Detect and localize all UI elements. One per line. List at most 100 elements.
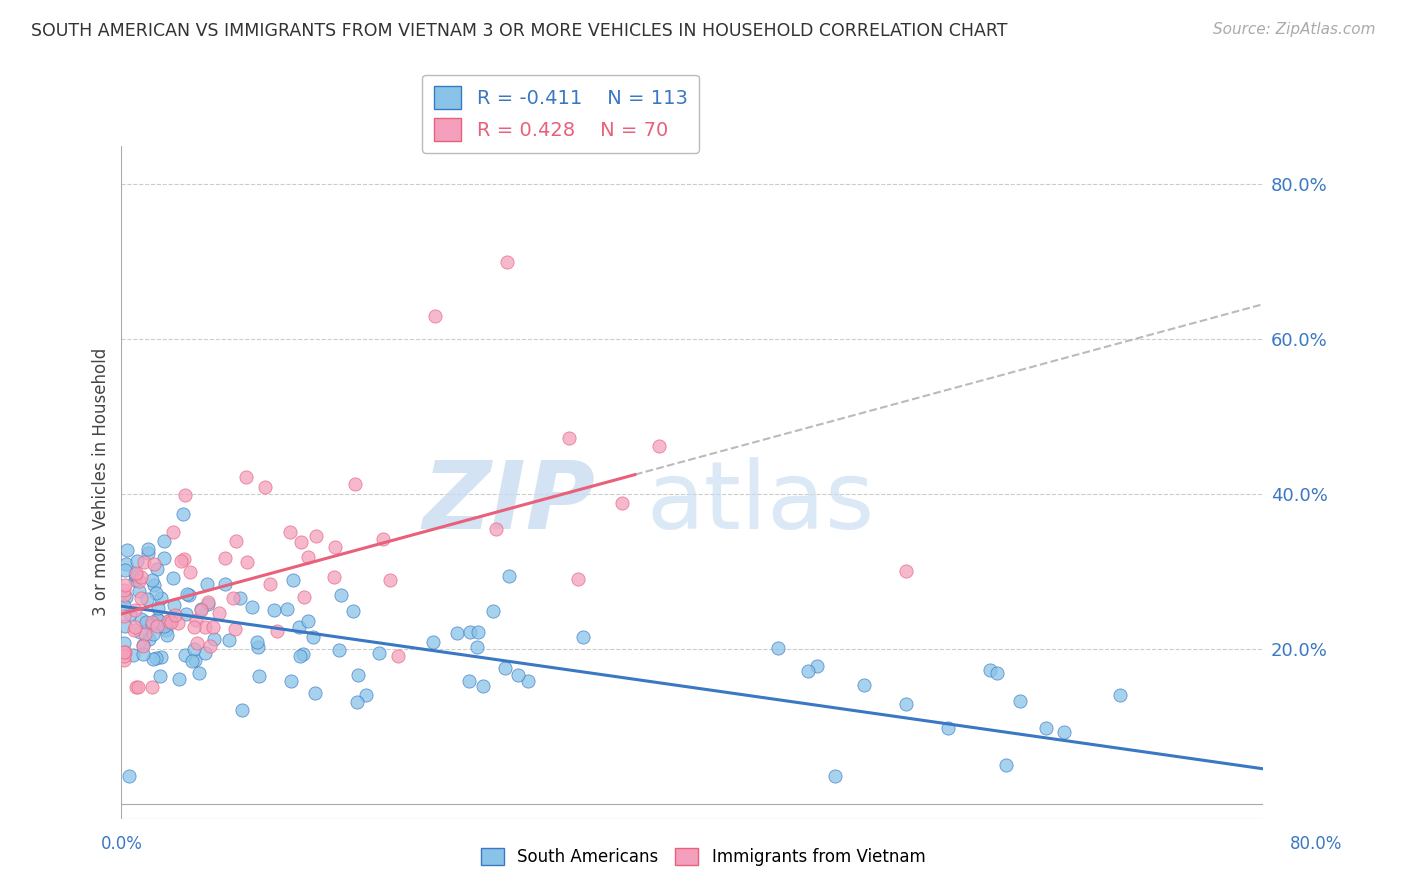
Point [572, 630, 595, 644]
Point [979, 663, 1001, 677]
Point [135, 615, 157, 629]
Point [297, 614, 319, 628]
Point [150, 650, 173, 665]
Point [124, 573, 146, 587]
Point [197, 595, 219, 609]
Point [136, 542, 159, 557]
Point [458, 674, 481, 689]
Point [224, 622, 246, 636]
Point [567, 572, 589, 586]
Legend: South Americans, Immigrants from Vietnam: South Americans, Immigrants from Vietnam [474, 841, 932, 873]
Point [125, 569, 148, 583]
Point [112, 583, 135, 598]
Point [112, 636, 135, 650]
Point [323, 540, 346, 554]
Point [225, 533, 247, 548]
Point [179, 565, 201, 579]
Point [141, 681, 163, 695]
Point [202, 632, 225, 646]
Point [183, 620, 205, 634]
Point [368, 646, 391, 660]
Point [291, 647, 314, 661]
Point [259, 577, 281, 591]
Point [343, 476, 366, 491]
Point [114, 588, 136, 602]
Legend: R = -0.411    N = 113, R = 0.428    N = 70: R = -0.411 N = 113, R = 0.428 N = 70 [422, 75, 699, 153]
Point [176, 607, 198, 621]
Point [145, 650, 167, 665]
Point [167, 615, 190, 630]
Point [246, 634, 269, 648]
Point [143, 578, 166, 592]
Point [458, 625, 481, 640]
Point [115, 557, 138, 571]
Point [290, 535, 312, 549]
Point [387, 648, 409, 663]
Point [176, 587, 198, 601]
Point [149, 591, 172, 605]
Point [297, 549, 319, 564]
Point [228, 591, 250, 605]
Point [124, 620, 146, 634]
Point [1010, 694, 1032, 708]
Point [190, 603, 212, 617]
Point [347, 668, 370, 682]
Point [936, 721, 959, 735]
Point [472, 679, 495, 693]
Point [354, 689, 377, 703]
Point [235, 556, 257, 570]
Point [136, 591, 159, 606]
Point [446, 626, 468, 640]
Point [280, 673, 302, 688]
Point [214, 551, 236, 566]
Point [174, 488, 197, 502]
Point [506, 667, 529, 681]
Point [156, 628, 179, 642]
Point [181, 654, 204, 668]
Point [112, 609, 135, 624]
Point [235, 469, 257, 483]
Point [114, 577, 136, 591]
Point [127, 681, 149, 695]
Point [371, 532, 394, 546]
Point [128, 624, 150, 639]
Point [494, 661, 516, 675]
Point [134, 627, 156, 641]
Point [122, 623, 145, 637]
Point [145, 586, 167, 600]
Point [173, 648, 195, 662]
Point [304, 686, 326, 700]
Text: SOUTH AMERICAN VS IMMIGRANTS FROM VIETNAM 3 OR MORE VEHICLES IN HOUSEHOLD CORREL: SOUTH AMERICAN VS IMMIGRANTS FROM VIETNA… [31, 22, 1008, 40]
Point [114, 619, 136, 633]
Point [247, 640, 270, 654]
Point [218, 632, 240, 647]
Point [114, 590, 136, 604]
Point [465, 640, 488, 655]
Point [986, 665, 1008, 680]
Point [145, 562, 167, 576]
Point [202, 619, 225, 633]
Point [157, 614, 180, 628]
Point [853, 678, 876, 692]
Point [141, 615, 163, 630]
Text: 80.0%: 80.0% [1291, 835, 1343, 853]
Point [131, 647, 153, 661]
Point [183, 642, 205, 657]
Point [132, 554, 155, 568]
Point [495, 254, 517, 268]
Point [195, 577, 218, 591]
Point [141, 618, 163, 632]
Point [167, 672, 190, 686]
Point [142, 652, 165, 666]
Point [153, 550, 176, 565]
Point [112, 599, 135, 614]
Point [148, 613, 170, 627]
Point [162, 571, 184, 585]
Point [132, 638, 155, 652]
Point [1053, 725, 1076, 739]
Point [994, 757, 1017, 772]
Point [112, 649, 135, 664]
Point [141, 573, 163, 587]
Point [118, 607, 141, 621]
Point [558, 431, 581, 445]
